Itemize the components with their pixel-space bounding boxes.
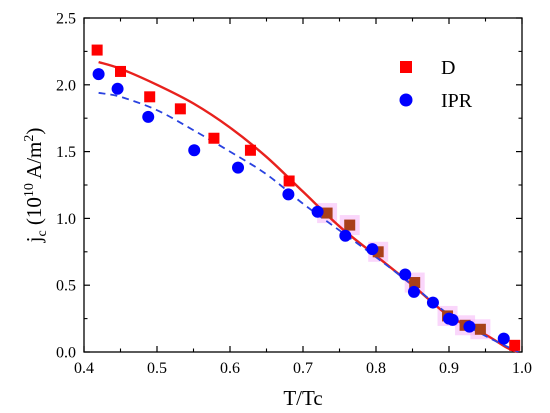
data-point-d: [344, 219, 356, 231]
x-tick-label: 0.6: [220, 360, 240, 377]
data-point-ipr: [92, 68, 105, 81]
y-tick-label: 0.5: [56, 278, 76, 295]
y-axis-label-part: A/m: [22, 142, 46, 183]
data-point-ipr: [446, 313, 459, 326]
data-point-d: [283, 175, 295, 187]
legend-marker-ipr: [399, 93, 413, 107]
y-tick-label: 2.0: [56, 77, 76, 94]
plot-frame: [83, 17, 523, 353]
series-ipr: [92, 68, 510, 345]
data-point-ipr: [399, 268, 412, 281]
y-axis-label-part: 2: [22, 135, 37, 142]
data-point-d: [91, 44, 103, 56]
data-point-ipr: [339, 229, 352, 242]
x-tick-label: 0.8: [366, 360, 386, 377]
data-point-ipr: [188, 144, 201, 157]
x-axis-label: T/Tc: [283, 386, 322, 410]
data-point-d: [509, 339, 521, 351]
data-point-d: [174, 103, 186, 115]
legend: D IPR: [399, 57, 473, 112]
y-axis-label-part: c: [35, 230, 50, 236]
y-tick-label: 1.5: [56, 144, 76, 161]
y-axis-label: jc (1010 A/m2): [22, 128, 50, 244]
data-point-d: [474, 323, 486, 335]
data-point-ipr: [366, 243, 379, 256]
legend-marker-d: [400, 61, 412, 73]
data-point-d: [244, 144, 256, 156]
data-point-ipr: [142, 110, 155, 123]
data-point-ipr: [282, 188, 295, 201]
data-point-ipr: [232, 161, 245, 174]
data-point-d: [409, 277, 421, 289]
x-tick-label: 0.5: [147, 360, 167, 377]
y-axis-label-part: j: [22, 237, 46, 244]
x-tick-label: 0.7: [293, 360, 313, 377]
data-point-d: [321, 207, 333, 219]
data-point-ipr: [497, 332, 510, 345]
x-tick-label: 0.9: [439, 360, 459, 377]
data-point-ipr: [111, 82, 124, 95]
y-tick-label: 2.5: [56, 11, 76, 28]
x-tick-label: 0.4: [74, 360, 94, 377]
y-axis-label-part: ): [22, 128, 46, 135]
legend-label-ipr: IPR: [441, 90, 473, 112]
data-point-d: [144, 91, 156, 103]
data-point-ipr: [426, 296, 439, 309]
legend-label-d: D: [441, 57, 455, 79]
y-tick-label: 0.0: [56, 345, 76, 362]
data-point-d: [115, 65, 126, 77]
y-axis-label-part: (10: [22, 197, 46, 230]
x-tick-label: 1.0: [512, 360, 532, 377]
data-point-ipr: [407, 285, 420, 298]
y-axis-label-part: 10: [22, 183, 37, 197]
data-point-d: [372, 246, 384, 258]
data-point-ipr: [463, 320, 476, 333]
y-tick-label: 1.0: [56, 211, 76, 228]
data-point-ipr: [311, 205, 324, 218]
data-point-d: [208, 132, 220, 144]
